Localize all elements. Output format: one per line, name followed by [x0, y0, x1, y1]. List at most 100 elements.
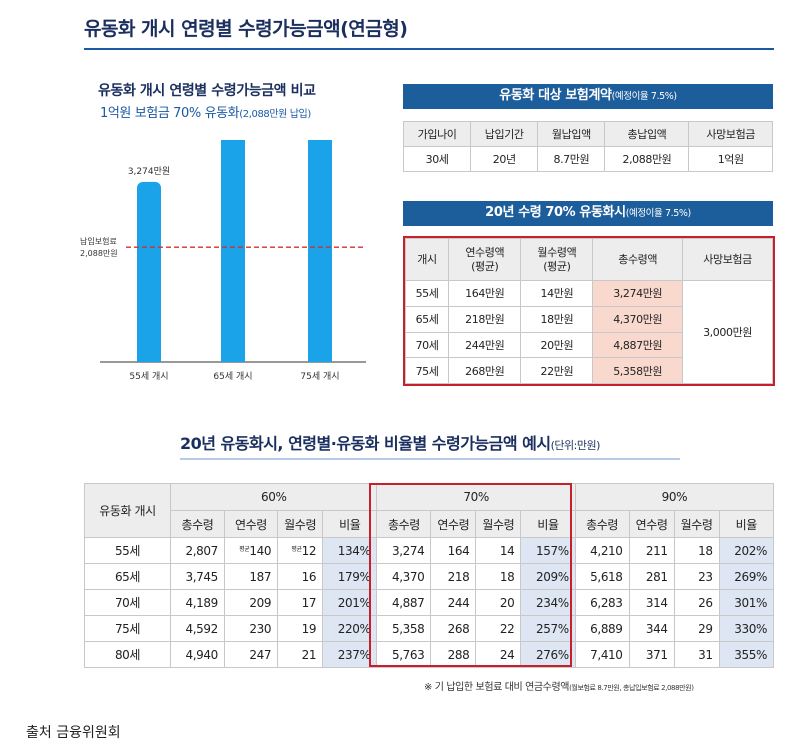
table-cell: 4,887: [376, 589, 432, 616]
table-cell: 218만원: [448, 305, 522, 333]
table-cell: 30세: [402, 146, 472, 172]
reference-line-label: 납입보험료: [80, 237, 117, 246]
table-row: 70세 4,189 209 17 201% 4,887 244 20 234% 6,283 314 2…: [84, 589, 775, 616]
table-cell: 4,940: [170, 641, 225, 668]
table-cell: 218: [430, 563, 477, 590]
ratio-table-title: 20년 유동화시, 연령별·유동화 비율별 수령가능금액 예시(단위:만원): [180, 430, 600, 454]
table-row: 75세 4,592 230 19 220% 5,358 268 22 257% 6,889 344 2…: [84, 615, 775, 642]
table-cell: 220%: [322, 615, 378, 642]
column-header: 연수령액 (평균): [448, 238, 522, 281]
table-cell: 20년: [470, 146, 539, 172]
table-cell: 268: [430, 615, 477, 642]
footnote-main: ※ 기 납입한 보험료 대비 연금수령액: [424, 682, 570, 693]
table-cell: 18만원: [520, 305, 594, 333]
table-cell: 268만원: [448, 357, 522, 384]
bar: [137, 181, 161, 362]
liquidation-table: 개시 연수령액 (평균) 월수령액 (평균) 총수령액 사망보험금 55세 164만원 14만원 3…: [404, 238, 773, 384]
table-cell: 301%: [718, 589, 775, 616]
title-divider: [84, 48, 774, 50]
column-header: 월수령: [475, 510, 522, 538]
table-cell: 5,763: [376, 641, 432, 668]
column-header: 비율: [718, 510, 775, 538]
table-cell: 31: [673, 641, 720, 668]
bar-base: [137, 354, 161, 362]
table-cell: 211: [628, 537, 675, 564]
age-cell: 75세: [84, 615, 171, 642]
table-cell: 247: [223, 641, 279, 668]
table-cell: 3,745: [170, 563, 225, 590]
table-cell: 5,618: [574, 563, 630, 590]
table-cell: 65세: [404, 305, 450, 333]
table-cell: 187: [223, 563, 279, 590]
table-cell: 6,889: [574, 615, 630, 642]
table-cell: 8.7만원: [537, 146, 606, 172]
column-header: 월수령: [673, 510, 720, 538]
bar-value-label: 3,274만원: [128, 166, 170, 177]
bar: [221, 140, 245, 362]
group-header-row: 유동화 개시 60% 70% 90%: [84, 483, 775, 538]
bar: [308, 140, 332, 362]
category-tick-label: 75세 개시: [300, 371, 339, 382]
table-cell: 26: [673, 589, 720, 616]
table-cell: 23: [673, 563, 720, 590]
table-cell: 230: [223, 615, 279, 642]
column-header: 사망보험금: [688, 121, 773, 147]
table-cell: 18: [673, 537, 720, 564]
table-cell: 179%: [322, 563, 378, 590]
table-cell: 4,370만원: [592, 305, 684, 333]
column-header: 총수령액: [592, 238, 684, 281]
column-header: 연수령: [223, 510, 279, 538]
table-cell: 평균140: [223, 537, 279, 564]
column-header: 가입나이: [402, 121, 472, 147]
table-cell: 234%: [520, 589, 576, 616]
contract-table-header: 유동화 대상 보험계약(예정이율 7.5%): [403, 84, 773, 109]
column-header: 연수령: [628, 510, 675, 538]
table-cell: 19: [277, 615, 324, 642]
table-cell: 269%: [718, 563, 775, 590]
column-header: 비율: [322, 510, 378, 538]
ratio-table: 유동화 개시 60% 70% 90% 총수령 연수령 월수령 비율 총수령 연수령 월수령 비율 총수령…: [84, 483, 775, 668]
table-cell: 4,189: [170, 589, 225, 616]
table-cell: 20: [475, 589, 522, 616]
chart-subtitle: 1억원 보험금 70% 유동화(2,088만원 납입): [100, 102, 311, 121]
column-header: 월수령액 (평균): [520, 238, 594, 281]
table-cell: 201%: [322, 589, 378, 616]
column-header: 비율: [520, 510, 576, 538]
table-cell: 5,358만원: [592, 357, 684, 384]
liquidation-table-header-text: 20년 수령 70% 유동화시: [485, 205, 626, 220]
column-header: 연수령: [430, 510, 477, 538]
column-header: 개시: [404, 238, 450, 281]
table-row: 70세 244만원 20만원 4,887만원: [404, 331, 773, 359]
table-cell: 157%: [520, 537, 576, 564]
age-cell: 80세: [84, 641, 171, 668]
ratio-title-divider: [180, 458, 680, 460]
column-header: 총수령: [170, 510, 225, 538]
table-cell: 3,274만원: [592, 280, 684, 307]
age-cell: 70세: [84, 589, 171, 616]
liquidation-table-header: 20년 수령 70% 유동화시(예정이율 7.5%): [403, 201, 773, 226]
bar-base: [221, 354, 245, 362]
table-cell: 평균12: [277, 537, 324, 564]
table-cell: 3,274: [376, 537, 432, 564]
table-cell: 18: [475, 563, 522, 590]
contract-table-header-note: (예정이율 7.5%): [611, 91, 678, 102]
table-cell: 134%: [322, 537, 378, 564]
table-cell: 4,210: [574, 537, 630, 564]
column-header: 사망보험금: [682, 238, 773, 281]
table-cell: 2,088만원: [604, 146, 690, 172]
death-benefit-cell: 3,000만원: [682, 280, 773, 384]
table-row: 65세 3,745 187 16 179% 4,370 218 18 209% 5,618 281 2…: [84, 563, 775, 590]
table-row: 55세 2,807 평균140 평균12 134% 3,274 164 14 157% 4,210…: [84, 537, 775, 564]
table-cell: 344: [628, 615, 675, 642]
table-cell: 20만원: [520, 331, 594, 359]
chart-subtitle-note: (2,088만원 납입): [239, 109, 311, 120]
table-row: 80세 4,940 247 21 237% 5,763 288 24 276% 7,410 371 3…: [84, 641, 775, 668]
table-cell: 4,370: [376, 563, 432, 590]
liquidation-table-frame: 개시 연수령액 (평균) 월수령액 (평균) 총수령액 사망보험금 55세 164만원 14만원 3…: [403, 236, 775, 386]
table-cell: 209: [223, 589, 279, 616]
contract-table: 가입나이 납입기간 월납입액 총납입액 사망보험금 30세 20년 8.7만원 2,088만원…: [402, 121, 773, 172]
table-row: 65세 218만원 18만원 4,370만원: [404, 305, 773, 333]
table-cell: 21: [277, 641, 324, 668]
table-cell: 5,358: [376, 615, 432, 642]
ratio-table-unit: (단위:만원): [550, 439, 601, 452]
